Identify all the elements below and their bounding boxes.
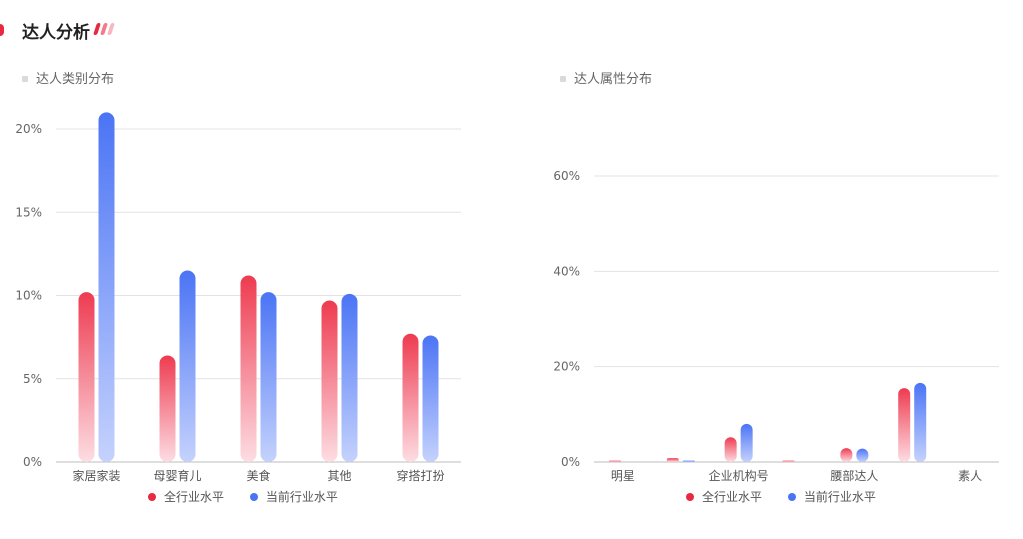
x-tick-label: 明星 bbox=[611, 469, 635, 483]
y-tick-label: 60% bbox=[553, 169, 580, 183]
bar-all-industry[interactable] bbox=[321, 300, 338, 462]
chart1-subtitle: 达人类别分布 bbox=[22, 68, 114, 87]
x-tick-label: 穿搭打扮 bbox=[396, 468, 444, 483]
y-tick-label: 20% bbox=[553, 360, 580, 374]
section-title: 达人分析 bbox=[22, 23, 90, 43]
x-tick-label: 腰部达人 bbox=[830, 468, 878, 483]
chart2-title: 达人属性分布 bbox=[574, 72, 653, 87]
y-tick-label: 40% bbox=[553, 264, 580, 278]
bullet-icon bbox=[22, 75, 28, 82]
bar-all-industry[interactable] bbox=[402, 333, 419, 462]
y-tick-label: 10% bbox=[15, 289, 42, 303]
bar-current-industry[interactable] bbox=[422, 335, 439, 462]
legend-item-current-industry[interactable]: 当前行业水平 bbox=[787, 488, 876, 505]
bullet-icon bbox=[560, 75, 566, 82]
red-dot-icon bbox=[148, 492, 156, 501]
y-tick-label: 0% bbox=[561, 455, 580, 469]
bar-all-industry[interactable] bbox=[608, 460, 621, 462]
bar-all-industry[interactable] bbox=[666, 458, 679, 462]
x-tick-label: 家居家装 bbox=[72, 468, 120, 483]
bar-current-industry[interactable] bbox=[682, 460, 695, 462]
bar-all-industry[interactable] bbox=[782, 460, 795, 462]
blue-dot-icon bbox=[249, 492, 258, 501]
y-tick-label: 20% bbox=[15, 122, 42, 136]
bar-current-industry[interactable] bbox=[341, 293, 358, 462]
x-tick-label: 素人 bbox=[958, 469, 982, 483]
chart1-legend: 全行业水平 当前行业水平 bbox=[148, 488, 360, 505]
bar-all-industry[interactable] bbox=[159, 355, 176, 462]
x-tick-label: 母婴育儿 bbox=[153, 468, 201, 483]
legend-item-all-industry[interactable]: 全行业水平 bbox=[686, 488, 762, 505]
legend-item-current-industry[interactable]: 当前行业水平 bbox=[249, 488, 338, 505]
section-marker bbox=[0, 24, 4, 36]
bar-current-industry[interactable] bbox=[740, 423, 753, 462]
x-tick-label: 企业机构号 bbox=[709, 468, 769, 483]
bar-current-industry[interactable] bbox=[856, 448, 869, 462]
bar-current-industry[interactable] bbox=[260, 292, 277, 462]
bar-current-industry[interactable] bbox=[98, 112, 115, 462]
legend-item-all-industry[interactable]: 全行业水平 bbox=[148, 488, 224, 505]
chart2-legend: 全行业水平 当前行业水平 bbox=[686, 488, 898, 505]
bar-current-industry[interactable] bbox=[179, 270, 196, 462]
bar-current-industry[interactable] bbox=[914, 382, 927, 462]
y-tick-label: 0% bbox=[23, 455, 42, 469]
blue-dot-icon bbox=[787, 492, 796, 501]
y-tick-label: 5% bbox=[23, 372, 42, 386]
x-tick-label: 美食 bbox=[246, 468, 270, 483]
x-tick-label: 其他 bbox=[327, 469, 351, 483]
bar-all-industry[interactable] bbox=[898, 388, 911, 462]
bar-all-industry[interactable] bbox=[78, 292, 95, 462]
bar-all-industry[interactable] bbox=[240, 275, 257, 462]
chart2-subtitle: 达人属性分布 bbox=[560, 68, 652, 87]
bar-all-industry[interactable] bbox=[840, 448, 853, 462]
red-dot-icon bbox=[686, 492, 694, 501]
y-tick-label: 15% bbox=[15, 205, 42, 219]
bar-all-industry[interactable] bbox=[724, 437, 737, 462]
chart1-title: 达人类别分布 bbox=[36, 72, 115, 87]
